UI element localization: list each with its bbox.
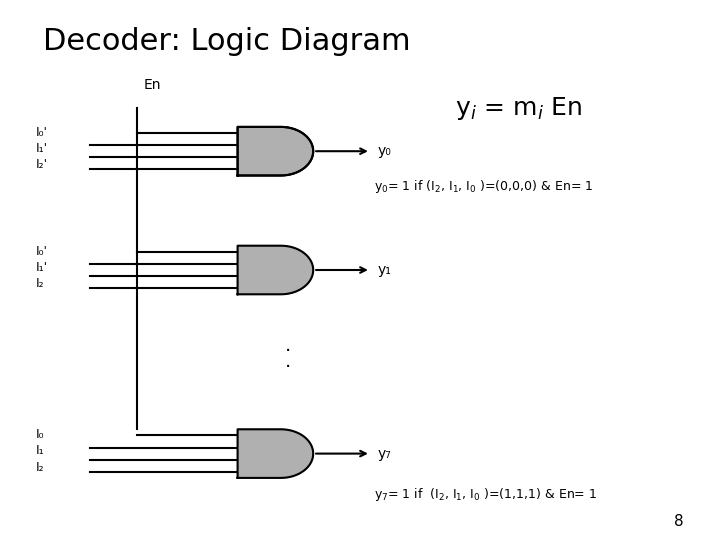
Text: I₀': I₀' [36, 245, 48, 258]
Text: I₂': I₂' [36, 158, 48, 171]
Text: .: . [285, 352, 291, 372]
Text: y₇: y₇ [378, 447, 392, 461]
Text: y₀: y₀ [378, 144, 392, 158]
Text: I₁': I₁' [36, 142, 48, 155]
Polygon shape [238, 127, 313, 176]
Polygon shape [238, 127, 313, 176]
Text: .: . [285, 336, 291, 355]
Text: En: En [144, 78, 161, 92]
Text: y₁: y₁ [378, 263, 392, 277]
Text: I₁': I₁' [36, 261, 48, 274]
Text: I₁: I₁ [36, 444, 45, 457]
Polygon shape [238, 246, 313, 294]
Text: y$_0$= 1 if (I$_2$, I$_1$, I$_0$ )=(0,0,0) & En= 1: y$_0$= 1 if (I$_2$, I$_1$, I$_0$ )=(0,0,… [374, 178, 593, 195]
Text: Decoder: Logic Diagram: Decoder: Logic Diagram [43, 27, 411, 56]
Text: 8: 8 [675, 514, 684, 529]
Text: y$_i$ = m$_i$ En: y$_i$ = m$_i$ En [455, 94, 582, 122]
Text: y$_7$= 1 if  (I$_2$, I$_1$, I$_0$ )=(1,1,1) & En= 1: y$_7$= 1 if (I$_2$, I$_1$, I$_0$ )=(1,1,… [374, 485, 598, 503]
Text: I₀: I₀ [36, 428, 45, 441]
Text: I₂: I₂ [36, 461, 45, 474]
Polygon shape [238, 429, 313, 478]
Text: I₀': I₀' [36, 126, 48, 139]
Text: I₂: I₂ [36, 277, 45, 290]
